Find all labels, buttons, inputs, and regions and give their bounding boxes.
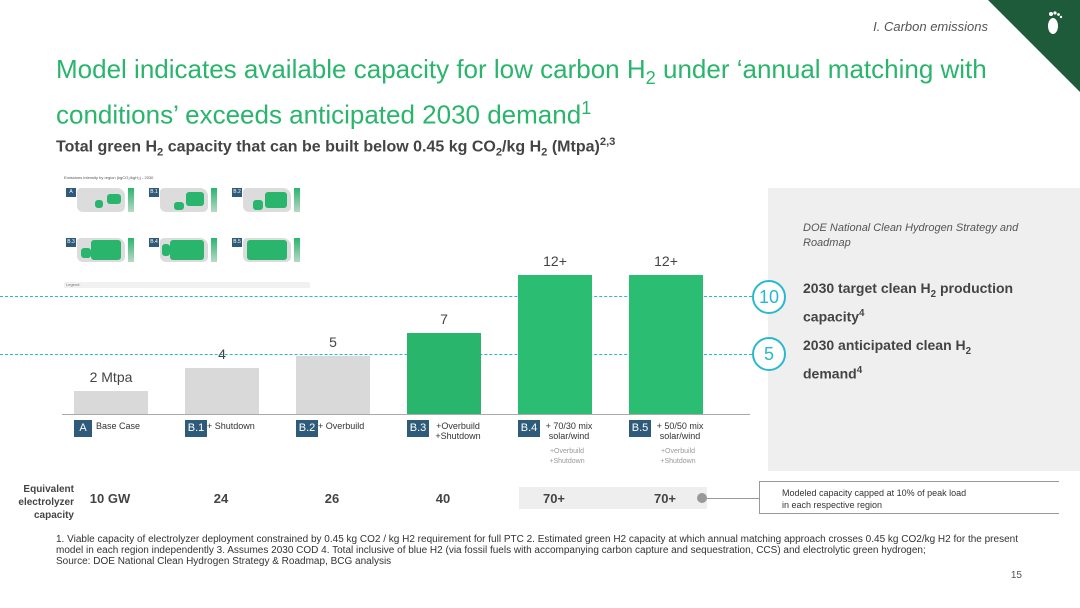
capacity-bar-chart: 2 Mtpa A Base Case 4 B.1 + Shutdown 5 B.2 + Over… xyxy=(74,252,704,465)
electrolyzer-value: 40 xyxy=(435,491,451,506)
category-tag: A xyxy=(74,420,92,437)
page-title: Model indicates available capacity for l… xyxy=(56,54,987,130)
bar-B.2 xyxy=(296,356,370,414)
category-label: + Shutdown xyxy=(207,421,255,431)
bar-A xyxy=(74,390,148,414)
footnote-text: 1. Viable capacity of electrolyzer deplo… xyxy=(56,534,1018,556)
section-label: I. Carbon emissions xyxy=(873,19,988,34)
cap-note: Modeled capacity capped at 10% of peak l… xyxy=(782,488,967,510)
inset-legend: Legend: xyxy=(64,282,310,288)
bar-value-label: 7 xyxy=(440,310,448,327)
mini-map-b1: B.1 xyxy=(145,177,225,213)
mini-map-label: B.2 xyxy=(232,188,242,197)
category-label: +Overbuild +Shutdown xyxy=(435,421,481,441)
category-tag: B.1 xyxy=(185,420,207,437)
bar-value-label: 12+ xyxy=(543,252,567,269)
bar-value-label: 2 Mtpa xyxy=(89,368,133,385)
bar-value-label: 4 xyxy=(218,345,226,362)
footprint-icon xyxy=(1044,10,1066,42)
region-maps-inset: Emissions intensity by region (kgCO₂/kgH… xyxy=(62,175,312,290)
target-label: 2030 target clean H2 production capacity… xyxy=(803,280,1014,325)
bar-B.3 xyxy=(407,332,481,414)
electrolyzer-value: 70+ xyxy=(542,491,566,506)
cap-marker-dot xyxy=(697,493,707,503)
cap-connector-line xyxy=(707,498,759,499)
corner-banner xyxy=(988,0,1080,92)
category-label: Base Case xyxy=(96,421,141,431)
electrolyzer-value: 26 xyxy=(324,491,340,506)
mini-map-b2: B.2 xyxy=(228,177,308,213)
targets-panel xyxy=(768,188,1080,471)
electrolyzer-value: 10 GW xyxy=(89,491,131,506)
targets-source: DOE National Clean Hydrogen Strategy and… xyxy=(803,222,1019,249)
capped-band xyxy=(519,487,707,509)
category-label: + Overbuild xyxy=(318,421,365,431)
footnotes: 1. Viable capacity of electrolyzer deplo… xyxy=(56,534,1046,567)
bar-B.4 xyxy=(518,274,592,414)
category-sublabel: +Overbuild +Shutdown xyxy=(549,448,585,465)
demand-reference-line xyxy=(0,354,752,355)
category-tag: B.3 xyxy=(407,420,429,437)
bar-B.5 xyxy=(629,274,703,414)
category-sublabel: +Overbuild +Shutdown xyxy=(660,448,696,465)
inset-caption: Emissions intensity by region (kgCO₂/kgH… xyxy=(64,175,154,180)
bar-value-label: 12+ xyxy=(654,252,678,269)
target-reference-line xyxy=(0,296,752,297)
mini-map-label: B.3 xyxy=(66,238,76,247)
mini-map-label: B.5 xyxy=(232,238,242,247)
demand-label: 2030 anticipated clean H2 demand4 xyxy=(803,337,972,382)
electrolyzer-value: 70+ xyxy=(653,491,677,506)
mini-map-b3: B.3 xyxy=(62,227,142,263)
category-tag: B.5 xyxy=(629,420,651,437)
footnote-source: Source: DOE National Clean Hydrogen Stra… xyxy=(56,556,392,567)
mini-map-b5: B.5 xyxy=(228,227,308,263)
category-tag: B.4 xyxy=(518,420,540,437)
x-axis xyxy=(62,414,750,415)
category-label: + 50/50 mix solar/wind xyxy=(656,421,704,441)
mini-map-label: B.1 xyxy=(149,188,159,197)
bar-B.1 xyxy=(185,367,259,414)
mini-map-label: A xyxy=(66,188,76,197)
category-tag: B.2 xyxy=(296,420,318,437)
mini-map-label: B.4 xyxy=(149,238,159,247)
mini-map-a: A xyxy=(62,177,142,213)
cap-note-bracket xyxy=(759,481,1059,514)
page-number: 15 xyxy=(1010,570,1022,581)
electrolyzer-value: 24 xyxy=(213,491,229,506)
mini-map-b4: B.4 xyxy=(145,227,225,263)
electrolyzer-label: Equivalent electrolyzer capacity xyxy=(18,484,74,521)
bar-value-label: 5 xyxy=(329,334,337,350)
target-value-circle: 10 xyxy=(752,280,786,314)
category-label: + 70/30 mix solar/wind xyxy=(545,421,593,441)
demand-value-circle: 5 xyxy=(752,337,786,371)
chart-subtitle: Total green H2 capacity that can be buil… xyxy=(56,136,616,159)
